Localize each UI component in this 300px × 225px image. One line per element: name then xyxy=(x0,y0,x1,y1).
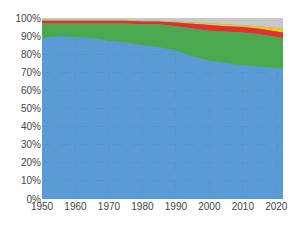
svg-text:80%: 80% xyxy=(21,49,41,60)
svg-text:2010: 2010 xyxy=(232,201,255,212)
svg-text:50%: 50% xyxy=(21,103,41,114)
svg-text:70%: 70% xyxy=(21,67,41,78)
svg-text:30%: 30% xyxy=(21,139,41,150)
svg-text:100%: 100% xyxy=(15,13,41,24)
svg-text:1990: 1990 xyxy=(165,201,188,212)
svg-text:2000: 2000 xyxy=(198,201,221,212)
svg-text:1970: 1970 xyxy=(98,201,121,212)
svg-text:1960: 1960 xyxy=(64,201,87,212)
svg-text:40%: 40% xyxy=(21,121,41,132)
svg-text:10%: 10% xyxy=(21,175,41,186)
svg-text:0%: 0% xyxy=(27,194,42,205)
svg-text:2020: 2020 xyxy=(265,201,288,212)
svg-text:90%: 90% xyxy=(21,31,41,42)
svg-text:20%: 20% xyxy=(21,157,41,168)
svg-text:1980: 1980 xyxy=(131,201,154,212)
svg-text:60%: 60% xyxy=(21,85,41,96)
svg-text:1950: 1950 xyxy=(31,201,54,212)
